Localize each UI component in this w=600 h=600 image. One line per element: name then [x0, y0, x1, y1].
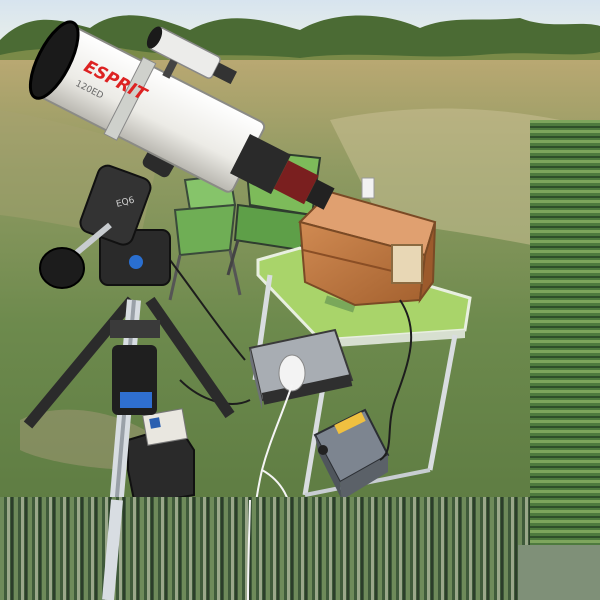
guide-scope	[146, 26, 237, 85]
glitch-right	[530, 120, 600, 550]
dew-shield-opening	[28, 20, 80, 100]
battery-pack	[313, 408, 390, 500]
tripod-tray	[110, 320, 160, 338]
focuser	[230, 134, 291, 195]
mount-label: EQ6	[115, 195, 136, 210]
tripod-leg-front	[102, 499, 123, 600]
box-sensor	[361, 177, 375, 199]
glitch-corner	[518, 545, 600, 600]
aluminium-case	[248, 328, 354, 410]
telescope: ESPRIT 120ED	[28, 20, 335, 210]
cable-front	[247, 499, 251, 600]
wooden-box	[298, 177, 437, 307]
glitch-bottom	[0, 497, 530, 600]
power-supply	[127, 408, 195, 507]
camera	[273, 160, 319, 205]
counterweight	[39, 247, 85, 289]
power-plug	[278, 354, 306, 392]
